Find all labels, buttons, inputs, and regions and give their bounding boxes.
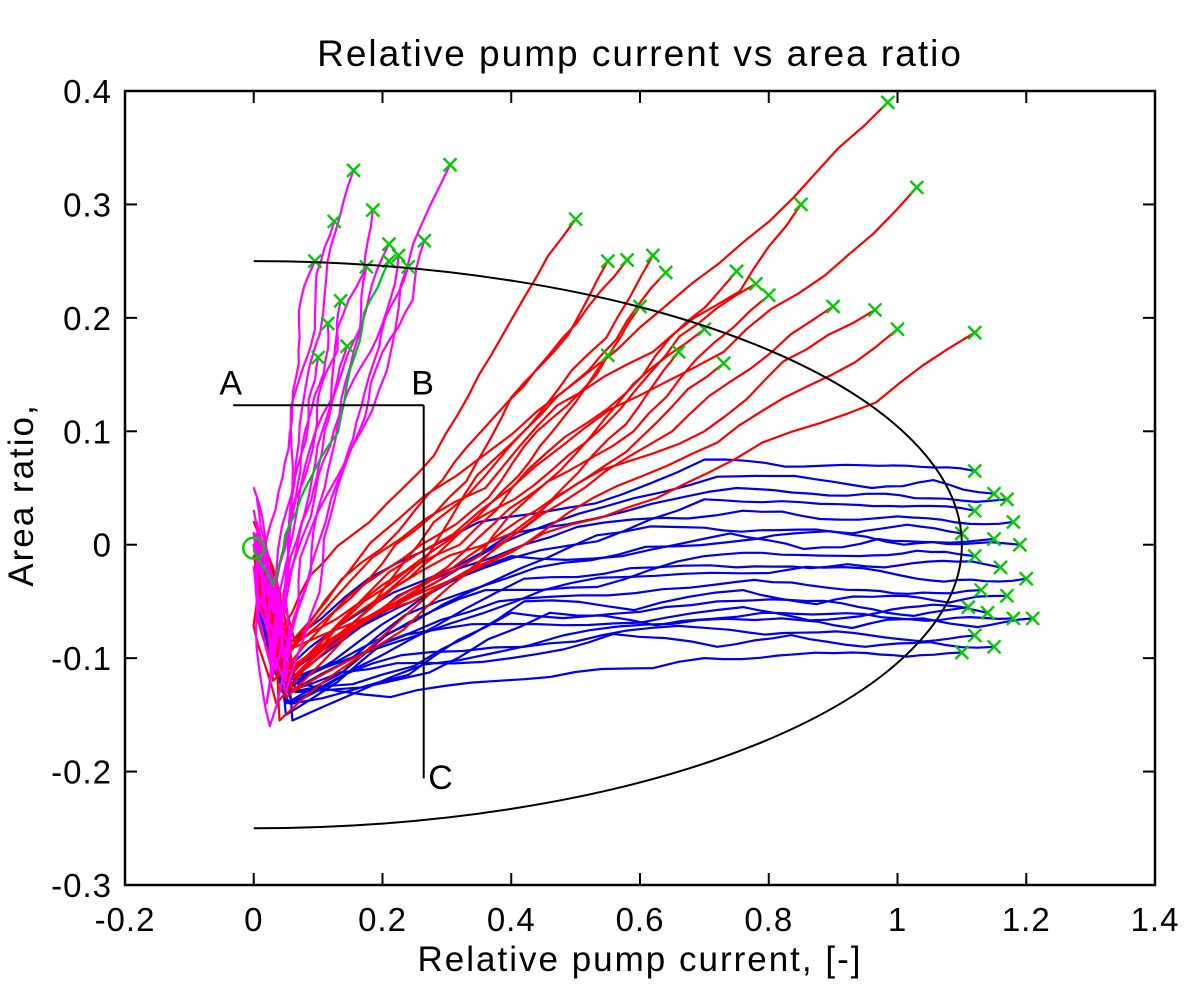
x-tick-label: 1.2 <box>1002 901 1051 938</box>
trajectory-steep-rise-trajectories <box>255 345 349 671</box>
endpoint-x-marker <box>729 264 744 279</box>
endpoint-x-marker <box>967 548 983 564</box>
endpoint-x-marker <box>416 233 432 249</box>
endpoint-x-marker <box>1018 571 1034 587</box>
endpoint-x-marker <box>619 252 635 268</box>
endpoint-x-marker <box>880 94 896 110</box>
endpoint-x-marker <box>320 316 336 331</box>
trajectory-steep-rise-trajectories <box>255 239 426 648</box>
endpoint-x-marker <box>359 259 374 275</box>
y-tick-label: -0.2 <box>51 754 112 791</box>
endpoint-x-marker <box>973 582 989 598</box>
endpoint-x-marker <box>980 605 995 621</box>
x-axis-label: Relative pump current, [-] <box>417 940 863 979</box>
endpoint-x-marker <box>326 214 342 229</box>
annotation-label-c: C <box>428 759 454 797</box>
endpoint-x-marker <box>600 347 616 363</box>
boundary-ellipse <box>253 260 963 830</box>
endpoint-x-marker <box>310 350 326 365</box>
trajectory-diagonal-rise-trajectories <box>255 101 889 660</box>
endpoint-x-marker <box>967 628 983 643</box>
endpoint-x-marker <box>993 560 1008 575</box>
endpoint-x-marker <box>346 163 361 178</box>
y-tick-label: 0.1 <box>63 413 112 450</box>
y-tick-label: 0.2 <box>63 300 112 337</box>
chart-title: Relative pump current vs area ratio <box>317 33 963 74</box>
endpoint-x-marker <box>748 276 764 292</box>
trajectory-steep-rise-trajectories <box>254 265 368 677</box>
x-tick-label: 0.8 <box>744 901 793 938</box>
annotation-label-a: A <box>219 365 243 403</box>
endpoint-x-marker <box>400 259 416 275</box>
endpoint-x-marker <box>967 463 983 479</box>
x-tick-label: 1.4 <box>1131 901 1180 938</box>
endpoint-x-marker <box>967 325 983 340</box>
endpoint-x-marker <box>600 253 616 269</box>
annotation-label-b: B <box>411 365 435 403</box>
endpoint-x-marker <box>307 253 323 269</box>
endpoint-x-marker <box>658 265 674 280</box>
endpoint-x-marker <box>890 321 905 337</box>
x-tick-label: 0.2 <box>358 901 407 938</box>
x-tick-label: -0.2 <box>95 901 156 938</box>
endpoint-x-marker <box>365 202 381 218</box>
origin-circle-marker <box>242 536 266 560</box>
endpoint-x-marker <box>867 302 883 318</box>
trajectory-diagonal-rise-trajectories <box>252 331 976 671</box>
trajectory-diagonal-rise-trajectories <box>252 254 655 705</box>
y-tick-label: -0.1 <box>51 640 112 677</box>
endpoint-x-marker <box>967 503 983 519</box>
x-tick-label: 0.6 <box>616 901 665 938</box>
endpoint-x-marker <box>1006 611 1021 626</box>
endpoint-x-marker <box>999 491 1015 507</box>
endpoint-x-marker <box>825 299 841 314</box>
endpoint-x-marker <box>671 344 686 360</box>
endpoint-x-marker <box>793 197 809 212</box>
y-tick-label: 0 <box>93 527 112 564</box>
endpoint-x-marker <box>1025 611 1041 626</box>
endpoint-x-marker <box>999 588 1015 604</box>
endpoint-x-marker <box>568 211 583 227</box>
trajectory-diagonal-rise-trajectories <box>255 294 770 671</box>
endpoint-x-marker <box>645 248 661 263</box>
x-tick-label: 1 <box>888 901 907 938</box>
y-tick-label: 0.3 <box>63 186 112 223</box>
x-tick-label: 0 <box>244 901 263 938</box>
endpoint-x-marker <box>1006 514 1021 530</box>
endpoint-x-marker <box>333 293 349 309</box>
endpoint-x-marker <box>986 531 1002 547</box>
endpoint-x-marker <box>986 639 1002 655</box>
trajectory-steep-rise-trajectories <box>252 356 320 728</box>
y-tick-label: -0.3 <box>51 867 112 904</box>
endpoint-x-marker <box>339 338 355 354</box>
endpoint-x-marker <box>954 645 970 660</box>
endpoint-x-marker <box>960 599 976 615</box>
x-tick-label: 0.4 <box>487 901 536 938</box>
y-tick-label: 0.4 <box>63 73 112 110</box>
endpoint-x-marker <box>909 180 925 195</box>
trajectory-reference-trajectory <box>252 260 390 586</box>
endpoint-x-marker <box>1012 537 1028 553</box>
endpoint-x-marker <box>442 157 458 173</box>
endpoint-x-marker <box>986 486 1002 502</box>
endpoint-x-marker <box>761 287 777 303</box>
endpoint-x-marker <box>716 355 732 371</box>
